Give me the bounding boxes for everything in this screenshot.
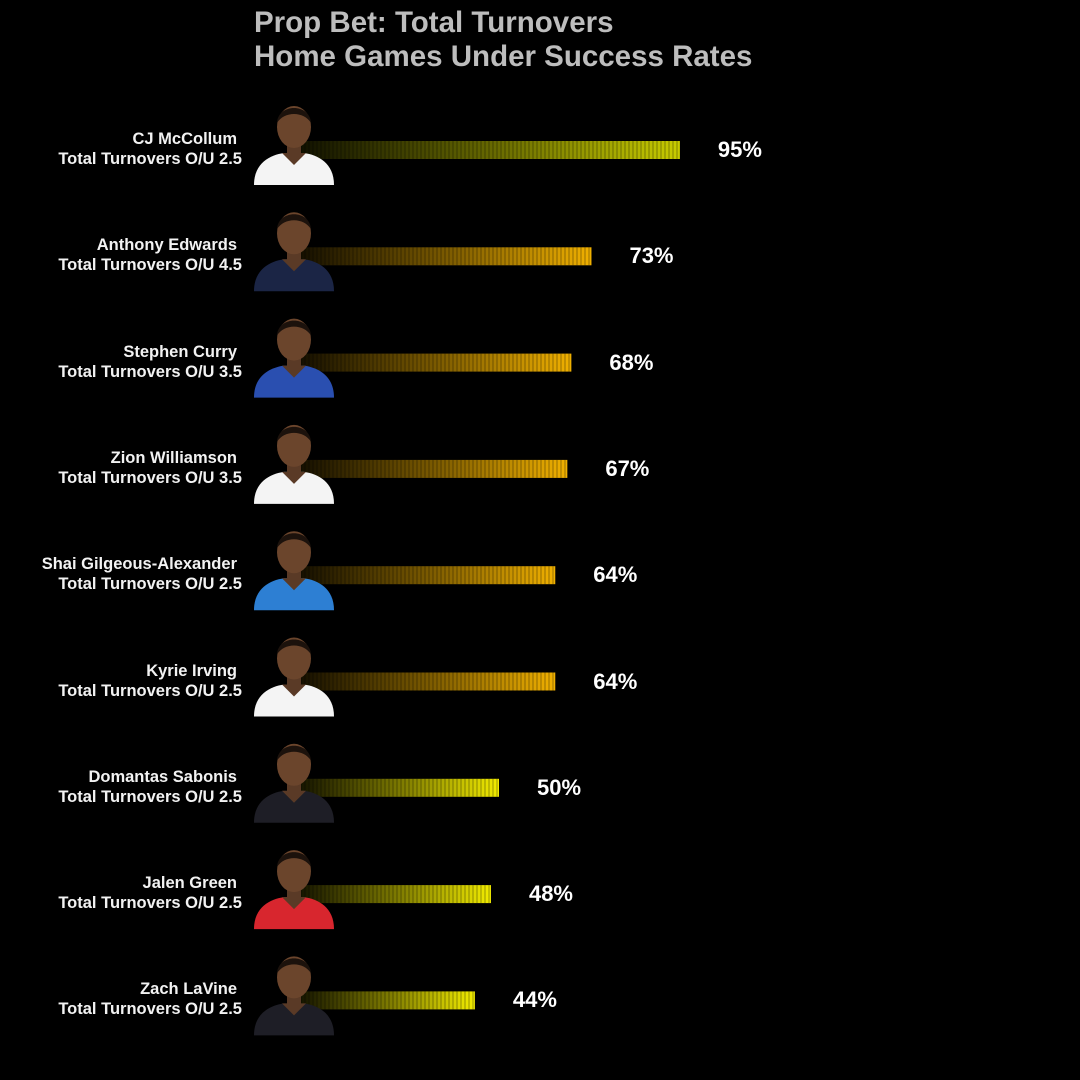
value-label-5: 64% — [593, 562, 638, 588]
player-avatar-2 — [254, 212, 334, 292]
player-avatar-9 — [254, 956, 334, 1036]
prop-line: Total Turnovers O/U 3.5 — [58, 362, 242, 381]
value-label-6: 64% — [593, 668, 638, 694]
player-name: Kyrie Irving — [146, 661, 237, 680]
bar-2 — [298, 247, 592, 266]
player-avatar-6 — [254, 637, 334, 717]
player-avatar-3 — [254, 318, 334, 398]
bar-8 — [298, 885, 491, 904]
bar-9 — [298, 991, 475, 1010]
player-name: Stephen Curry — [123, 342, 237, 361]
player-avatar-8 — [254, 850, 334, 930]
chart-title-line-1: Prop Bet: Total Turnovers — [254, 6, 614, 39]
player-name: Shai Gilgeous-Alexander — [41, 555, 237, 574]
value-label-4: 67% — [605, 455, 650, 481]
value-label-3: 68% — [609, 349, 654, 375]
bar-4 — [298, 459, 568, 478]
player-name: Jalen Green — [142, 874, 237, 893]
row-label-5: Shai Gilgeous-Alexander Total Turnovers O… — [42, 554, 242, 594]
bar-2-texture — [300, 247, 590, 266]
player-name: Zach LaVine — [140, 980, 237, 999]
prop-line: Total Turnovers O/U 2.5 — [58, 1000, 242, 1019]
player-avatar-7 — [254, 743, 334, 823]
player-name: Domantas Sabonis — [88, 767, 237, 786]
value-label-8: 48% — [528, 881, 573, 907]
bar-9-texture — [300, 991, 474, 1010]
player-avatar-4 — [254, 424, 334, 504]
prop-line: Total Turnovers O/U 2.5 — [58, 787, 242, 806]
chart-title-line-2: Home Games Under Success Rates — [254, 40, 753, 73]
row-label-8: Jalen Green Total Turnovers O/U 2.5 — [58, 873, 242, 913]
player-name: Anthony Edwards — [96, 236, 237, 255]
bar-3-texture — [300, 353, 570, 372]
chart-title: Prop Bet: Total Turnovers Home Games Und… — [254, 6, 752, 74]
prop-line: Total Turnovers O/U 2.5 — [58, 150, 242, 168]
row-label-1: CJ McCollum Total Turnovers O/U 2.5 — [58, 129, 242, 169]
value-label-7: 50% — [537, 774, 582, 800]
row-label-9: Zach LaVine Total Turnovers O/U 2.5 — [58, 979, 242, 1019]
value-label-1: 95% — [717, 137, 762, 162]
value-label-2: 73% — [629, 243, 674, 269]
row-label-2: Anthony Edwards Total Turnovers O/U 4.5 — [58, 235, 242, 275]
player-avatar-5 — [254, 531, 334, 611]
bar-4-texture — [300, 459, 566, 478]
row-label-7: Domantas Sabonis Total Turnovers O/U 2.5 — [58, 767, 242, 807]
prop-line: Total Turnovers O/U 3.5 — [58, 468, 242, 487]
prop-line: Total Turnovers O/U 2.5 — [58, 681, 242, 700]
bar-1-texture — [300, 141, 678, 159]
bar-5 — [298, 566, 556, 585]
player-avatar-1 — [254, 106, 334, 185]
bar-8-texture — [300, 885, 490, 904]
prop-line: Total Turnovers O/U 2.5 — [58, 575, 242, 594]
player-name: CJ McCollum — [132, 130, 237, 148]
bar-3 — [298, 353, 572, 372]
bar-7 — [298, 778, 499, 797]
prop-line: Total Turnovers O/U 4.5 — [58, 256, 242, 275]
bar-6 — [298, 672, 556, 691]
bar-1 — [298, 141, 680, 159]
row-label-3: Stephen Curry Total Turnovers O/U 3.5 — [58, 342, 242, 382]
prop-line: Total Turnovers O/U 2.5 — [58, 894, 242, 913]
row-label-4: Zion Williamson Total Turnovers O/U 3.5 — [58, 448, 242, 488]
row-label-6: Kyrie Irving Total Turnovers O/U 2.5 — [58, 661, 242, 701]
player-name: Zion Williamson — [110, 448, 237, 467]
value-label-9: 44% — [512, 987, 557, 1013]
bar-5-texture — [300, 566, 554, 585]
bar-7-texture — [300, 778, 498, 797]
